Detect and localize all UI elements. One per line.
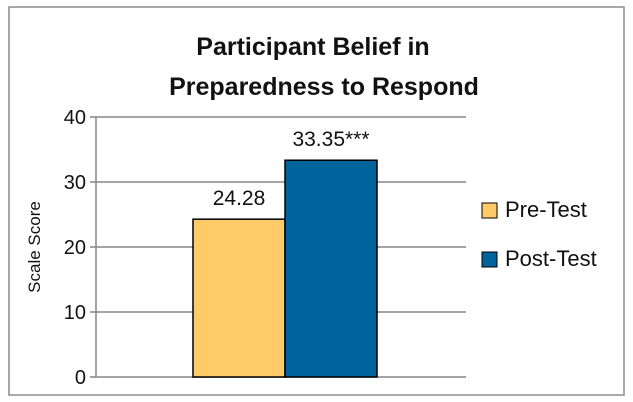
bars <box>192 159 378 378</box>
data-labels: 24.28 33.35*** <box>213 128 370 210</box>
chart-title-line-1: Participant Belief in <box>196 33 429 61</box>
chart-title-line-2: Preparedness to Respond <box>169 73 479 101</box>
legend: Pre-Test Post-Test <box>481 197 597 271</box>
data-label: 24.28 <box>213 187 266 210</box>
legend-swatch <box>481 202 498 219</box>
legend-label: Post-Test <box>505 246 597 271</box>
y-tick-label: 40 <box>64 107 86 129</box>
legend-label: Pre-Test <box>505 197 587 222</box>
y-tick-label: 20 <box>64 237 86 259</box>
bar-pre-test <box>192 218 286 378</box>
y-axis-label: Scale Score <box>25 201 44 293</box>
y-tick-label: 0 <box>75 367 86 389</box>
data-label: 33.35*** <box>292 128 369 151</box>
bar-post-test <box>284 159 378 378</box>
y-axis-ticks: 0 10 20 30 40 <box>64 107 96 389</box>
y-tick-label: 30 <box>64 172 86 194</box>
legend-swatch <box>481 251 498 268</box>
y-tick-label: 10 <box>64 302 86 324</box>
